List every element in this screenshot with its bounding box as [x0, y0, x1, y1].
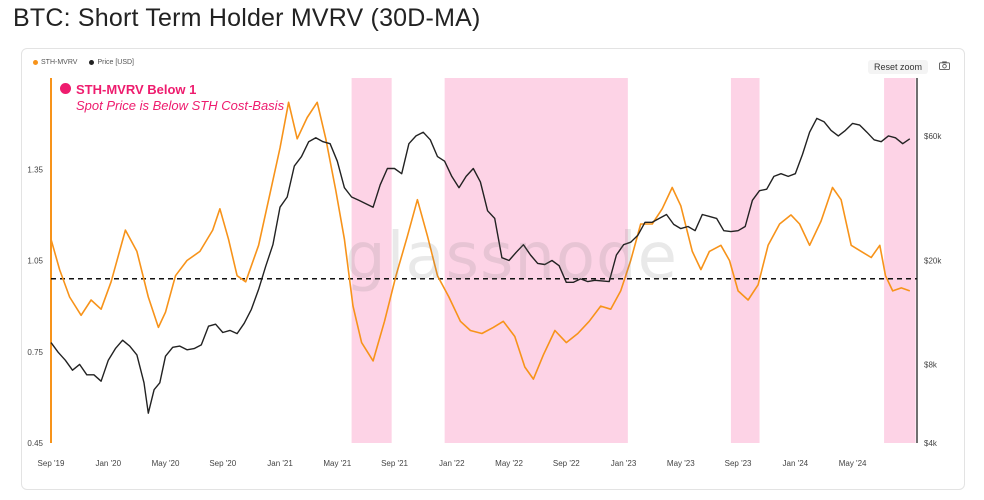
y-left-tick-label: 1.05	[27, 257, 43, 266]
series-line-price	[50, 117, 911, 414]
y-right-tick-label: $20k	[924, 257, 942, 266]
x-tick-label: Jan '24	[783, 459, 809, 468]
camera-icon[interactable]	[939, 61, 950, 70]
x-tick-label: Sep '21	[381, 459, 408, 468]
x-tick-label: May '24	[839, 459, 867, 468]
reset-zoom-button[interactable]: Reset zoom	[868, 60, 929, 74]
legend-dot-mvrv	[33, 60, 38, 65]
y-left-tick-label: 0.75	[27, 348, 43, 357]
y-left-tick-label: 0.45	[27, 439, 43, 448]
shaded-period-2	[730, 78, 760, 443]
legend-item-mvrv[interactable]: STH-MVRV	[33, 59, 77, 66]
page-title: BTC: Short Term Holder MVRV (30D-MA)	[13, 4, 481, 32]
legend-item-price[interactable]: Price [USD]	[89, 59, 134, 66]
x-tick-label: May '22	[495, 459, 523, 468]
y-right-tick-label: $60k	[924, 132, 942, 141]
shaded-period-3	[884, 78, 916, 443]
annotation-title: STH-MVRV Below 1	[76, 82, 197, 97]
legend-dot-price	[89, 60, 95, 65]
series-line-mvrv	[50, 101, 911, 380]
shaded-period-0	[351, 78, 392, 443]
annotation-dot-icon	[60, 83, 71, 94]
x-tick-label: Sep '22	[553, 459, 580, 468]
x-tick-label: May '21	[323, 459, 351, 468]
legend: STH-MVRV Price [USD]	[33, 59, 134, 66]
y-right-tick-label: $4k	[924, 439, 938, 448]
annotation-subtitle: Spot Price is Below STH Cost-Basis	[76, 98, 285, 113]
x-tick-label: Sep '20	[209, 459, 236, 468]
x-tick-label: May '23	[667, 459, 695, 468]
x-tick-label: Jan '21	[267, 459, 293, 468]
y-left-tick-label: 1.35	[27, 165, 43, 174]
shaded-period-1	[444, 78, 628, 443]
x-tick-label: Jan '20	[95, 459, 121, 468]
x-tick-label: Jan '23	[611, 459, 637, 468]
x-tick-label: Sep '19	[38, 459, 65, 468]
legend-label-price: Price [USD]	[97, 59, 134, 66]
watermark: glassnode	[345, 220, 679, 294]
x-tick-label: Sep '23	[725, 459, 752, 468]
x-tick-label: Jan '22	[439, 459, 465, 468]
legend-label-mvrv: STH-MVRV	[41, 59, 78, 66]
y-right-tick-label: $8k	[924, 360, 938, 369]
x-tick-label: May '20	[152, 459, 180, 468]
